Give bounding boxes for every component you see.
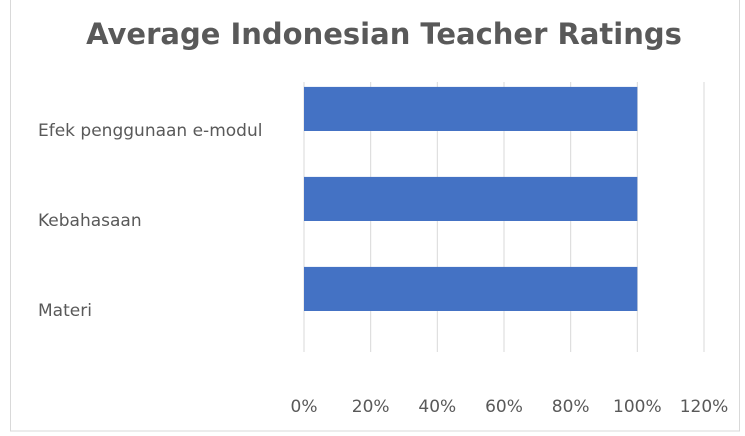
- y-tick-label: Efek penggunaan e-modul: [38, 121, 262, 141]
- x-tick-label: 120%: [680, 397, 729, 417]
- x-tick-label: 100%: [613, 397, 662, 417]
- y-tick-label: Materi: [38, 301, 92, 321]
- bar: [304, 176, 638, 221]
- bar: [304, 266, 638, 311]
- x-tick-label: 40%: [418, 397, 456, 417]
- x-tick-label: 60%: [485, 397, 523, 417]
- x-tick-label: 80%: [552, 397, 590, 417]
- bar: [304, 86, 638, 131]
- x-tick-label: 20%: [352, 397, 390, 417]
- y-tick-label: Kebahasaan: [38, 211, 142, 231]
- chart-title: Average Indonesian Teacher Ratings: [86, 17, 682, 51]
- x-tick-label: 0%: [291, 397, 318, 417]
